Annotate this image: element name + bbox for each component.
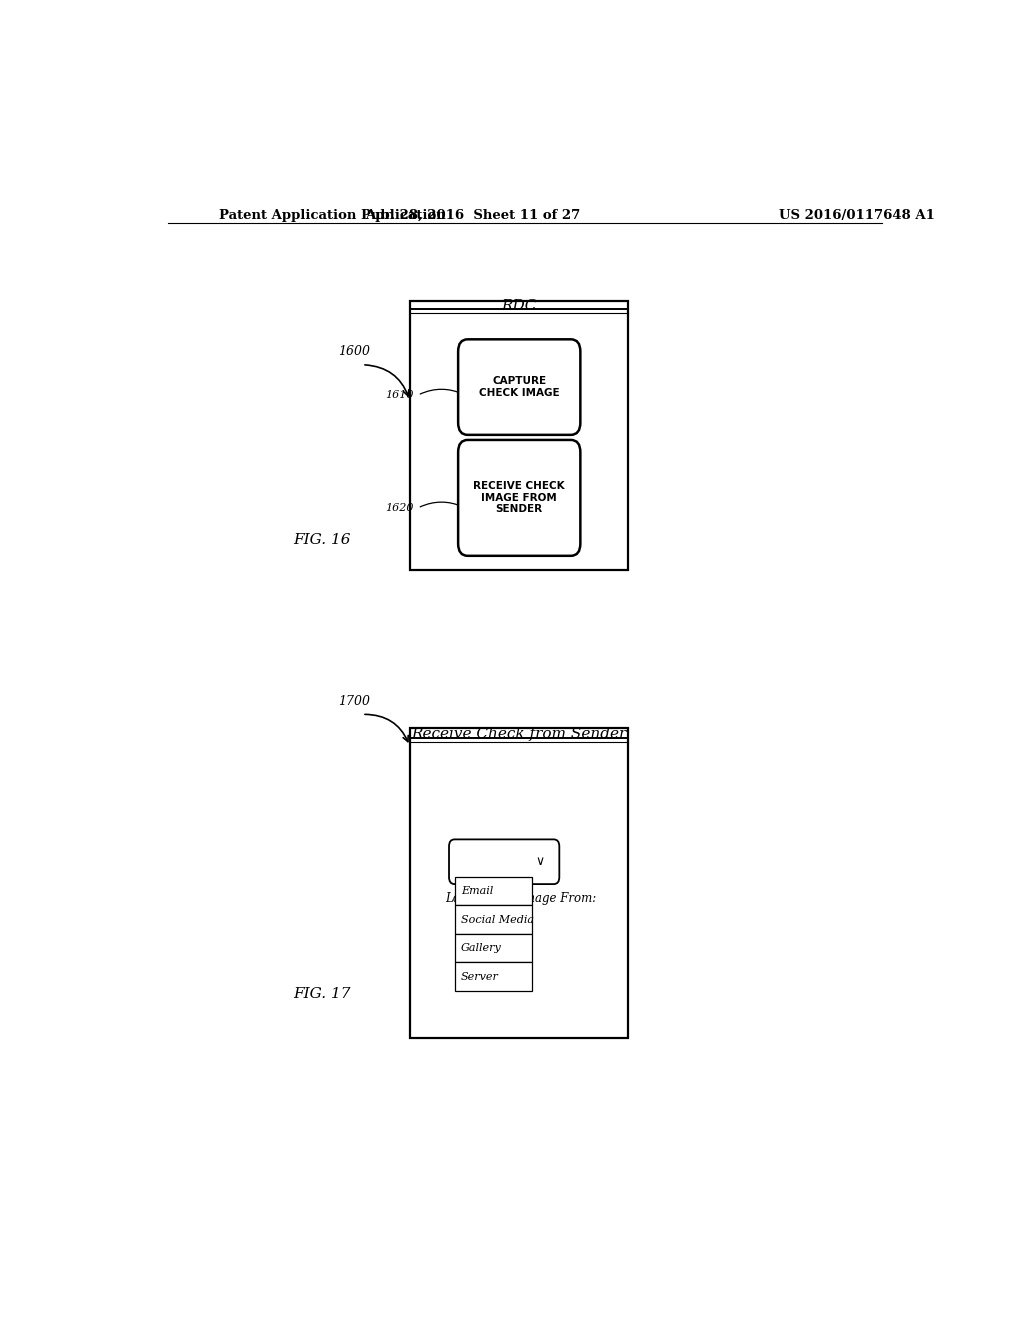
FancyBboxPatch shape [458, 339, 581, 434]
Text: CAPTURE
CHECK IMAGE: CAPTURE CHECK IMAGE [479, 376, 559, 397]
Text: 1700: 1700 [338, 694, 371, 708]
Bar [410, 727, 628, 1038]
Text: RDC: RDC [501, 300, 537, 313]
Bar [455, 906, 532, 935]
Text: FIG. 17: FIG. 17 [294, 987, 351, 1001]
Bar [455, 962, 532, 991]
Bar [455, 935, 532, 962]
Text: Social Media: Social Media [461, 915, 534, 925]
Text: Load Check Image From:: Load Check Image From: [445, 891, 597, 904]
Text: Patent Application Publication: Patent Application Publication [219, 210, 446, 222]
Text: 1600: 1600 [338, 345, 371, 358]
Text: Email: Email [461, 886, 494, 896]
Text: 1610: 1610 [385, 391, 414, 400]
Text: FIG. 16: FIG. 16 [294, 532, 351, 546]
Text: US 2016/0117648 A1: US 2016/0117648 A1 [778, 210, 935, 222]
Bar [410, 301, 628, 570]
Text: 1620: 1620 [385, 503, 414, 513]
Text: Server: Server [461, 972, 499, 982]
Text: RECEIVE CHECK
IMAGE FROM
SENDER: RECEIVE CHECK IMAGE FROM SENDER [473, 482, 565, 515]
Text: Receive Check from Sender: Receive Check from Sender [412, 727, 627, 741]
Text: Gallery: Gallery [461, 944, 502, 953]
Text: Apr. 28, 2016  Sheet 11 of 27: Apr. 28, 2016 Sheet 11 of 27 [366, 210, 581, 222]
Bar [455, 876, 532, 906]
FancyBboxPatch shape [449, 840, 559, 884]
Text: ∨: ∨ [535, 855, 544, 869]
FancyBboxPatch shape [458, 440, 581, 556]
